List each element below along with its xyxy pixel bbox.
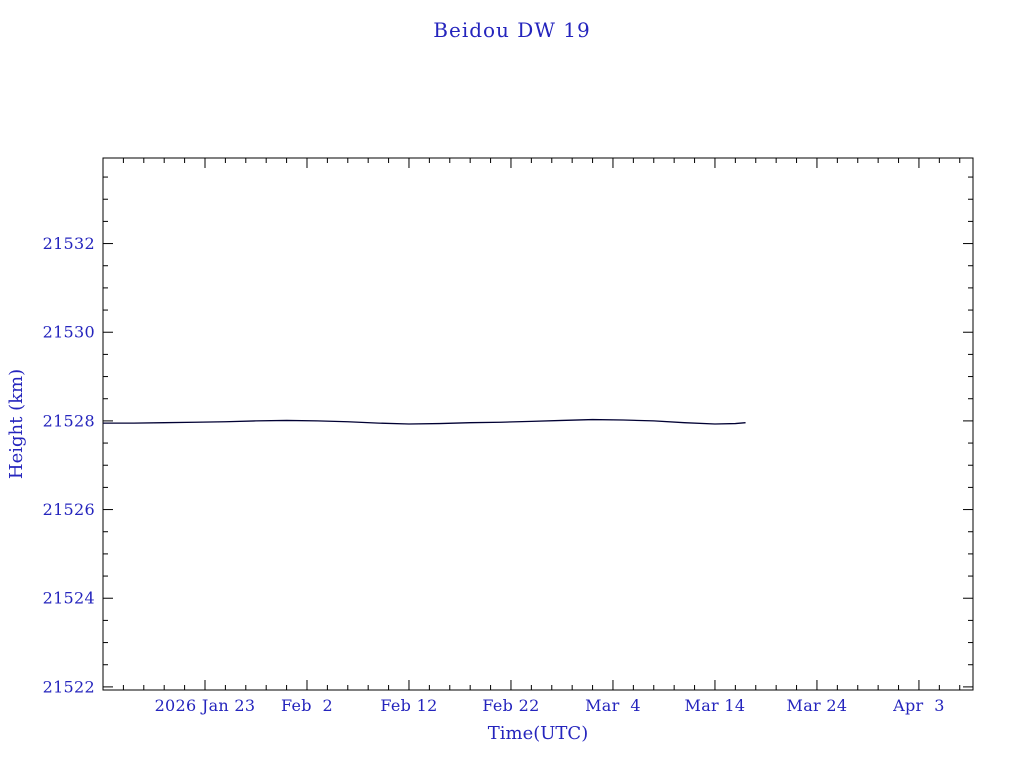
- y-tick-label: 21526: [43, 500, 95, 519]
- y-tick-label: 21522: [43, 677, 95, 696]
- y-tick-label: 21532: [43, 234, 95, 253]
- axis-tick-labels: 2026 Jan 23 Feb 2 Feb 12 Feb 22 Mar 4 Mar 14 M…: [43, 234, 945, 715]
- x-tick-label: 2026 Jan 23: [155, 696, 256, 715]
- x-axis-label: Time(UTC): [488, 723, 588, 744]
- x-tick-label: Feb 2: [281, 696, 333, 715]
- chart-title: Beidou DW 19: [433, 18, 590, 42]
- height-series-line: [103, 418, 746, 425]
- axis-ticks: [103, 158, 973, 690]
- x-tick-label: Mar 24: [787, 696, 848, 715]
- x-tick-label: Feb 12: [380, 696, 437, 715]
- y-tick-label: 21530: [43, 323, 95, 342]
- series-polyline: [103, 418, 746, 425]
- y-axis-label: Height (km): [6, 369, 27, 479]
- y-tick-label: 21528: [43, 411, 95, 430]
- plot-border: [102, 157, 974, 691]
- x-tick-label: Mar 14: [685, 696, 746, 715]
- y-tick-label: 21524: [43, 589, 95, 608]
- x-tick-label: Feb 22: [482, 696, 539, 715]
- x-tick-label: Apr 3: [892, 696, 945, 715]
- x-tick-label: Mar 4: [585, 696, 641, 715]
